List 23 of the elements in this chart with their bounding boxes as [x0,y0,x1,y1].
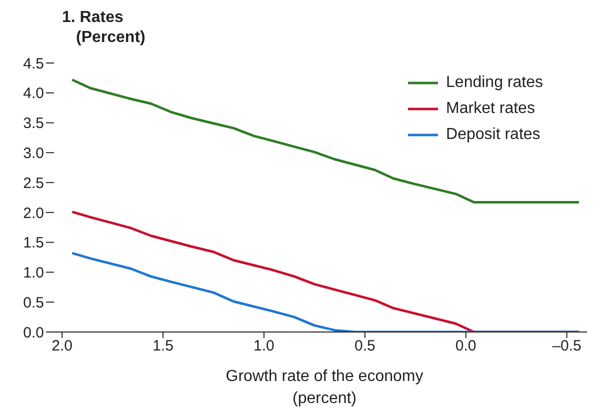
line-series [70,252,580,332]
y-tick-label: 0.5 [23,294,44,312]
x-tick-label: 1.5 [152,338,174,355]
chart-subtitle: (Percent) [75,28,146,48]
x-tick-label: 1.0 [254,338,274,355]
y-tick-label: 1.0 [23,264,44,282]
x-tick-label: 2.0 [52,338,73,355]
x-tick-label: 0.0 [455,338,476,355]
x-tick-label: –0.5 [552,338,582,355]
x-axis-title: Growth rate of the economy (percent) [224,367,424,409]
y-tick-label: 3.0 [23,144,44,162]
y-tick-label: 2.5 [23,174,44,192]
y-tick-label: 3.5 [23,115,44,132]
y-tick-label: 2.0 [23,204,44,222]
legend-label: Market rates [446,99,535,119]
legend-label: Lending rates [446,73,543,93]
x-tick-label: 0.5 [354,338,376,355]
y-tick-label: 4.0 [23,85,44,102]
legend-label: Deposit rates [446,125,540,145]
y-tick-label: 1.5 [23,234,44,252]
y-tick-label: 0.0 [23,324,44,342]
chart-title: 1. Rates [62,8,124,28]
y-tick-label: 4.5 [23,55,44,72]
